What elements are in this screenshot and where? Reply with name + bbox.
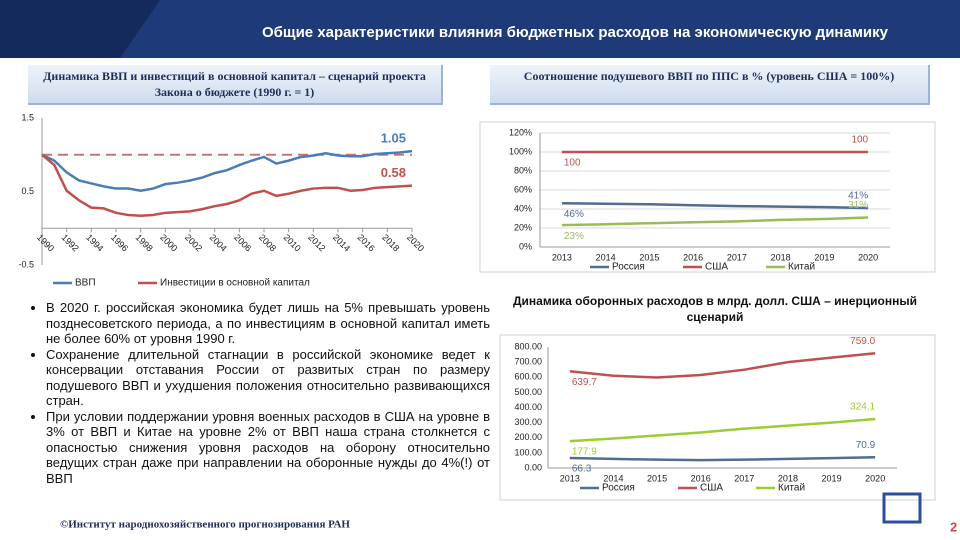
data-label: 639.7 bbox=[572, 377, 597, 388]
x-tick-label: 2016 bbox=[691, 473, 711, 483]
series-line bbox=[41, 153, 413, 218]
legend-label: ВВП bbox=[75, 278, 96, 289]
x-tick-label: 2015 bbox=[639, 252, 659, 262]
y-tick-label: 80% bbox=[514, 165, 532, 175]
x-tick-label: 1998 bbox=[134, 232, 155, 253]
x-tick-label: 2014 bbox=[596, 252, 616, 262]
x-tick-label: 2004 bbox=[208, 232, 229, 253]
legend-label: Россия bbox=[612, 262, 645, 273]
x-tick-label: 1990 bbox=[35, 232, 56, 253]
chart-title: Динамика оборонных расходов в млрд. долл… bbox=[513, 294, 917, 324]
x-tick-label: 2012 bbox=[306, 232, 327, 253]
y-tick-label: 120% bbox=[509, 127, 532, 137]
header-accent bbox=[0, 0, 160, 58]
data-label: 0.58 bbox=[381, 165, 406, 180]
bullet-list: В 2020 г. российская экономика будет лиш… bbox=[28, 300, 490, 486]
x-tick-label: 1996 bbox=[109, 232, 130, 253]
x-tick-label: 2008 bbox=[257, 232, 278, 253]
x-tick-label: 2000 bbox=[158, 232, 179, 253]
series-line bbox=[561, 202, 869, 210]
series-line bbox=[569, 417, 876, 443]
logo bbox=[882, 492, 922, 524]
legend-label: США bbox=[700, 483, 723, 494]
x-tick-label: 1992 bbox=[60, 232, 81, 253]
x-tick-label: 2019 bbox=[822, 473, 842, 483]
header-bar bbox=[0, 0, 960, 58]
chart-title: Соотношение подушевого ВВП по ППС в % (у… bbox=[490, 65, 930, 105]
legend-label: Китай bbox=[788, 262, 815, 273]
x-tick-label: 2013 bbox=[560, 473, 580, 483]
x-tick-label: 2010 bbox=[282, 232, 303, 253]
data-label: 1.05 bbox=[381, 131, 406, 146]
x-tick-label: 2020 bbox=[865, 473, 885, 483]
data-label: 66.3 bbox=[572, 464, 592, 475]
data-label: 31% bbox=[848, 200, 868, 211]
x-tick-label: 2017 bbox=[727, 252, 747, 262]
x-tick-label: 2018 bbox=[380, 232, 401, 253]
y-tick-label: 500.00 bbox=[514, 387, 542, 397]
y-tick-label: 1.5 bbox=[21, 112, 34, 122]
chart-frame bbox=[479, 121, 936, 273]
y-tick-label: 0.00 bbox=[524, 462, 542, 472]
data-label: 70.9 bbox=[856, 440, 876, 451]
y-tick-label: 0.5 bbox=[21, 186, 34, 196]
bullet: При условии поддержании уровня военных р… bbox=[46, 409, 490, 487]
y-tick-label: -0.5 bbox=[18, 259, 34, 269]
x-tick-label: 2019 bbox=[814, 252, 834, 262]
header-title: Общие характеристики влияния бюджетных р… bbox=[262, 24, 889, 41]
y-tick-label: 800.00 bbox=[514, 341, 542, 351]
x-tick-label: 2014 bbox=[331, 232, 352, 253]
legend-label: Инвестиции в основной капитал bbox=[160, 278, 310, 289]
legend-label: США bbox=[705, 262, 728, 273]
data-label: 759.0 bbox=[850, 336, 875, 347]
bullet: Сохранение длительной стагнации в россий… bbox=[46, 347, 490, 409]
x-tick-label: 2016 bbox=[356, 232, 377, 253]
y-tick-label: 40% bbox=[514, 203, 532, 213]
page-number: 2 bbox=[950, 519, 957, 534]
legend-label: Китай bbox=[778, 483, 805, 494]
x-tick-label: 2006 bbox=[232, 232, 253, 253]
x-tick-label: 2020 bbox=[405, 232, 426, 253]
y-tick-label: 200.00 bbox=[514, 432, 542, 442]
footer-text: ©Институт народнохозяйственного прогнози… bbox=[60, 519, 350, 531]
x-tick-label: 1994 bbox=[84, 232, 105, 253]
x-tick-label: 2018 bbox=[778, 473, 798, 483]
y-tick-label: 600.00 bbox=[514, 372, 542, 382]
y-tick-label: 300.00 bbox=[514, 417, 542, 427]
y-tick-label: 700.00 bbox=[514, 357, 542, 367]
y-tick-label: 100.00 bbox=[514, 447, 542, 457]
data-label: 177.9 bbox=[572, 447, 597, 458]
x-tick-label: 2016 bbox=[683, 252, 703, 262]
series-line bbox=[569, 456, 876, 462]
data-label: 324.1 bbox=[850, 402, 875, 413]
data-label: 23% bbox=[564, 231, 584, 242]
y-tick-label: 60% bbox=[514, 184, 532, 194]
y-tick-label: 20% bbox=[514, 222, 532, 232]
x-tick-label: 2015 bbox=[647, 473, 667, 483]
data-label: 100 bbox=[564, 158, 581, 169]
bullet: В 2020 г. российская экономика будет лиш… bbox=[46, 300, 490, 347]
legend-label: Россия bbox=[602, 483, 635, 494]
x-tick-label: 2013 bbox=[552, 252, 572, 262]
x-tick-label: 2014 bbox=[603, 473, 623, 483]
y-tick-label: 100% bbox=[509, 146, 532, 156]
y-tick-label: 400.00 bbox=[514, 402, 542, 412]
data-label: 46% bbox=[564, 209, 584, 220]
x-tick-label: 2018 bbox=[771, 252, 791, 262]
x-tick-label: 2020 bbox=[858, 252, 878, 262]
data-label: 41% bbox=[848, 191, 868, 202]
series-line bbox=[569, 351, 876, 379]
x-tick-label: 2002 bbox=[183, 232, 204, 253]
y-tick-label: 0% bbox=[519, 241, 532, 251]
chart-title: Динамика ВВП и инвестиций в основной кап… bbox=[28, 65, 443, 105]
chart-frame bbox=[499, 334, 936, 501]
data-label: 100 bbox=[851, 135, 868, 146]
x-tick-label: 2017 bbox=[734, 473, 754, 483]
series-line bbox=[561, 216, 869, 227]
series-line bbox=[41, 149, 413, 193]
